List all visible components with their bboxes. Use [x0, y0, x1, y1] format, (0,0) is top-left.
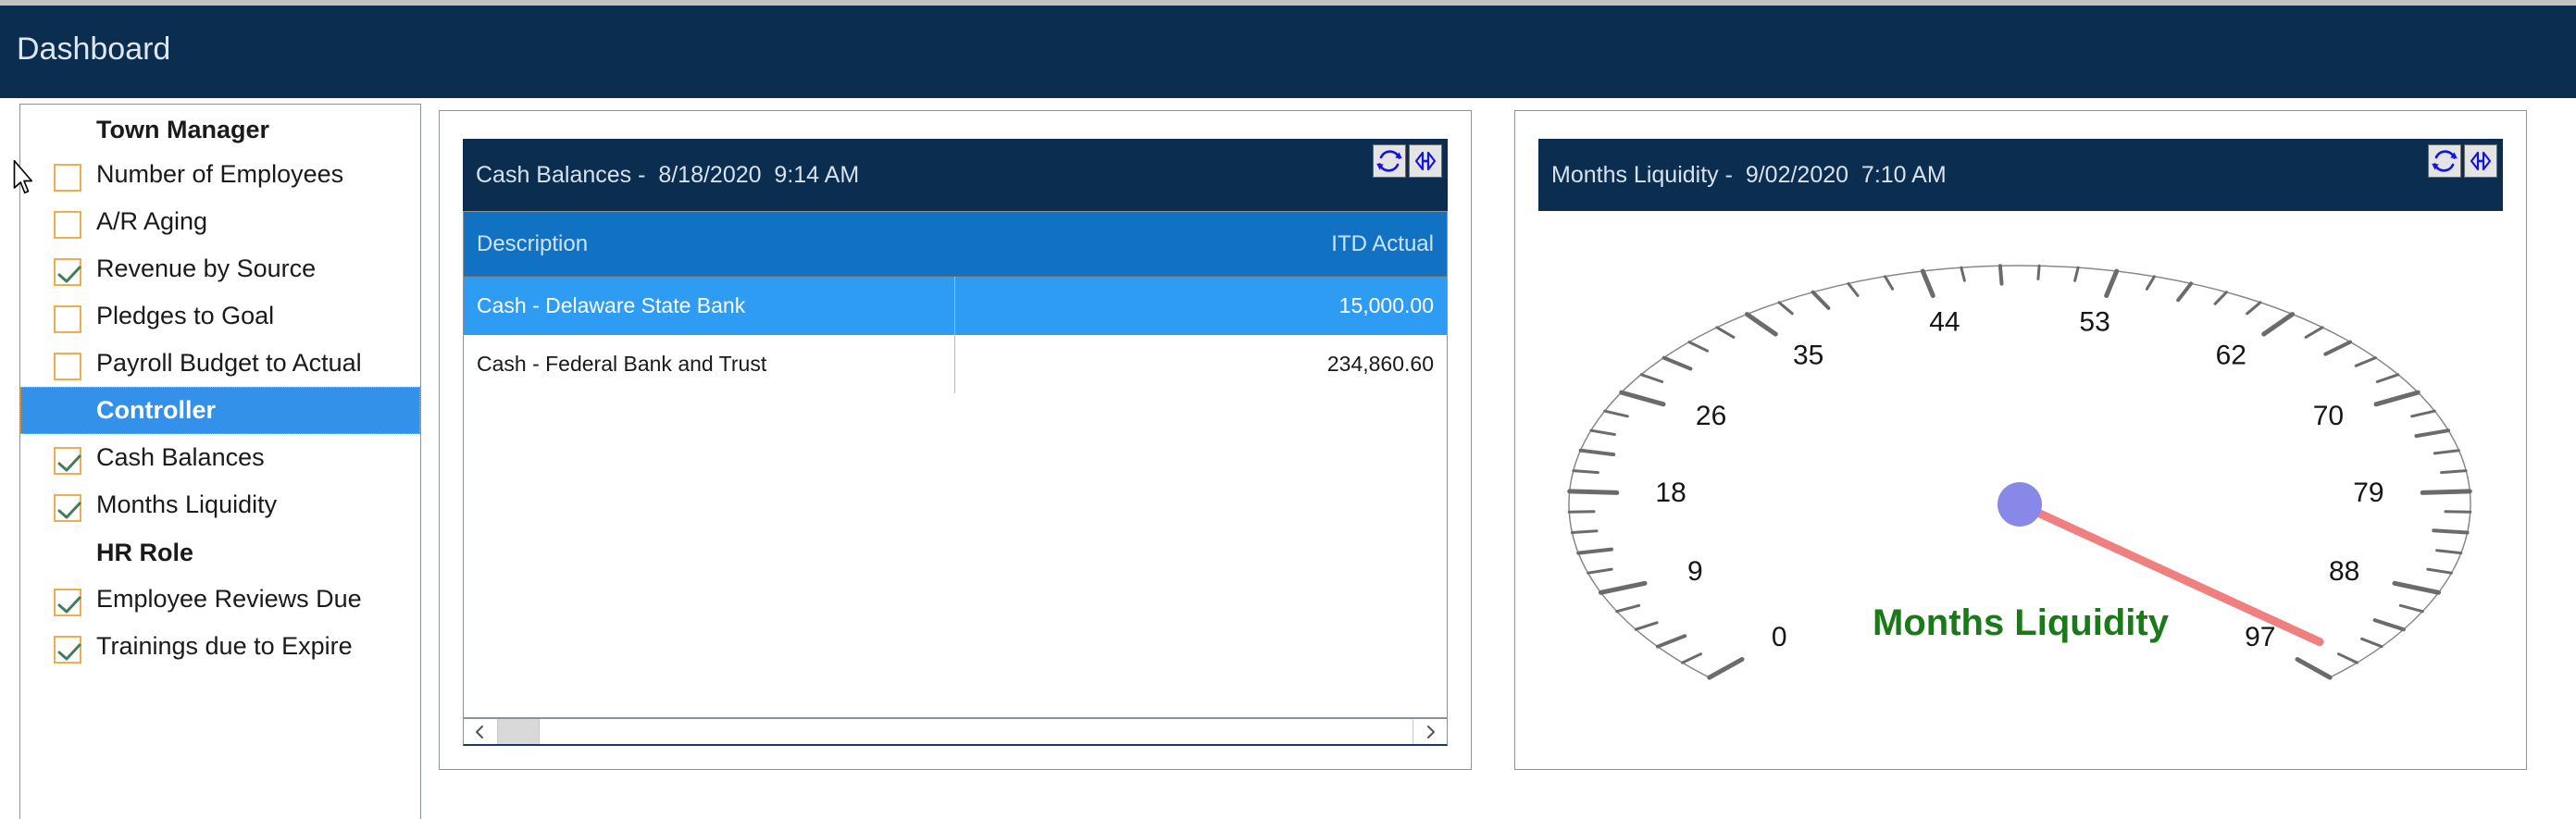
- svg-text:44: 44: [1929, 307, 1960, 338]
- svg-text:70: 70: [2313, 401, 2344, 431]
- svg-text:35: 35: [1793, 341, 1823, 371]
- svg-text:18: 18: [1655, 478, 1686, 508]
- svg-text:26: 26: [1696, 401, 1726, 431]
- svg-text:Months Liquidity: Months Liquidity: [1873, 602, 2170, 643]
- svg-text:79: 79: [2353, 478, 2383, 508]
- svg-text:53: 53: [2079, 307, 2109, 338]
- svg-text:62: 62: [2216, 341, 2246, 371]
- svg-text:97: 97: [2245, 622, 2275, 652]
- svg-text:9: 9: [1687, 556, 1703, 587]
- svg-text:88: 88: [2329, 556, 2359, 587]
- svg-text:0: 0: [1772, 622, 1787, 652]
